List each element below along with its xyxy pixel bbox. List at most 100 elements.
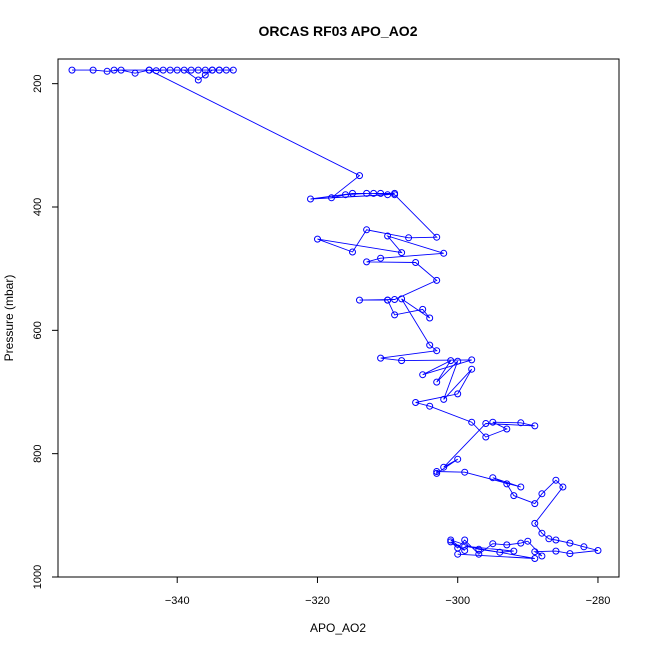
data-point xyxy=(229,66,237,74)
data-point xyxy=(398,295,406,303)
data-point xyxy=(377,354,385,362)
data-point xyxy=(461,542,469,550)
data-point xyxy=(194,76,202,84)
data-point xyxy=(594,547,602,554)
data-point xyxy=(440,395,448,403)
x-tick-label: −320 xyxy=(305,595,330,607)
data-point xyxy=(517,483,525,491)
data-point xyxy=(482,433,490,441)
data-point xyxy=(391,296,399,303)
data-point xyxy=(363,226,371,234)
data-point xyxy=(447,357,455,365)
y-tick-label: 1000 xyxy=(32,565,44,589)
y-tick-label: 400 xyxy=(32,198,44,216)
data-point xyxy=(524,537,532,545)
data-point xyxy=(349,189,356,197)
data-point xyxy=(510,492,518,500)
data-point xyxy=(433,469,441,477)
data-point xyxy=(201,66,209,74)
data-point xyxy=(426,402,434,410)
data-point xyxy=(412,259,420,266)
data-point xyxy=(503,480,511,488)
data-point xyxy=(180,66,188,74)
data-point xyxy=(454,390,462,398)
data-point xyxy=(131,69,139,77)
x-tick-label: −280 xyxy=(586,595,611,607)
data-point xyxy=(538,552,546,560)
data-point xyxy=(356,296,363,304)
data-point xyxy=(580,543,588,551)
data-point xyxy=(433,233,441,241)
data-point xyxy=(391,311,399,319)
data-point xyxy=(419,371,427,379)
data-point xyxy=(475,545,483,553)
data-point xyxy=(159,66,167,74)
data-point xyxy=(552,547,560,555)
data-point xyxy=(531,555,539,562)
data-point xyxy=(468,356,476,364)
data-point xyxy=(482,420,490,427)
y-axis: 200 400 600 800 1000 xyxy=(32,74,59,589)
data-point xyxy=(552,536,560,544)
data-point xyxy=(552,476,560,484)
data-point xyxy=(503,425,511,433)
data-point xyxy=(370,189,378,197)
data-point xyxy=(314,235,321,243)
x-axis: −340 −320 −300 −280 xyxy=(165,576,611,607)
data-point xyxy=(489,474,497,482)
data-point xyxy=(342,191,349,199)
data-point xyxy=(377,254,385,262)
data-point xyxy=(468,418,476,426)
data-point xyxy=(356,172,363,180)
data-point xyxy=(222,66,230,74)
data-point xyxy=(510,547,518,555)
data-point xyxy=(489,540,497,548)
data-point xyxy=(559,483,567,491)
data-point xyxy=(440,463,448,471)
data-point xyxy=(468,365,476,373)
data-point xyxy=(363,189,371,197)
data-point xyxy=(538,490,546,498)
data-point xyxy=(110,66,118,74)
data-point xyxy=(517,539,525,547)
data-point xyxy=(433,347,441,355)
x-axis-label: APO_AO2 xyxy=(310,621,366,635)
data-point xyxy=(517,419,525,427)
data-point xyxy=(566,550,574,558)
data-point xyxy=(349,248,356,256)
data-point xyxy=(454,550,462,558)
data-point xyxy=(426,341,434,349)
data-point xyxy=(461,547,469,554)
data-point xyxy=(475,550,483,558)
data-point xyxy=(307,195,314,203)
data-point xyxy=(384,296,392,304)
data-point xyxy=(328,194,335,202)
data-point xyxy=(103,67,111,75)
data-point xyxy=(461,468,469,476)
data-point xyxy=(89,66,97,74)
data-point xyxy=(433,378,441,386)
y-axis-label: Pressure (mbar) xyxy=(2,275,16,362)
y-tick-label: 600 xyxy=(32,321,44,339)
x-tick-label: −300 xyxy=(445,595,470,607)
data-point xyxy=(215,66,223,74)
data-point xyxy=(391,191,399,199)
data-point xyxy=(68,66,76,74)
data-point xyxy=(489,418,497,426)
data-point xyxy=(433,468,441,475)
data-point xyxy=(187,66,195,74)
data-point xyxy=(447,536,455,544)
data-point xyxy=(447,538,455,546)
data-point xyxy=(419,305,427,313)
data-point xyxy=(538,529,546,537)
data-point xyxy=(545,535,553,543)
data-point xyxy=(201,71,209,79)
data-point xyxy=(433,276,441,284)
plot-frame xyxy=(57,58,620,578)
y-tick-label: 800 xyxy=(32,444,44,462)
data-point xyxy=(208,66,216,74)
data-point xyxy=(145,66,153,74)
data-point xyxy=(194,66,202,74)
series-layer xyxy=(68,66,602,562)
